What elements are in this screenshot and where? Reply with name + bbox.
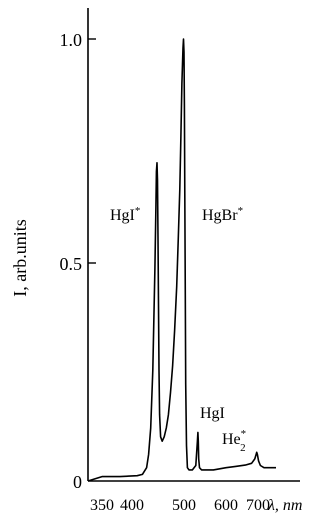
annotation-hgi: HgI (200, 405, 225, 422)
annotation-he2-star: He* 2 (222, 428, 246, 454)
y-axis-label: I, arb.units (10, 219, 30, 296)
hgi-star-sup: * (135, 205, 141, 217)
annotation-hgi-star: HgI* (110, 205, 140, 224)
x-tick-label-350: 350 (90, 497, 114, 514)
x-axis-label: λ, nm (267, 497, 302, 514)
y-tick-label-0: 0 (73, 472, 82, 492)
hgbr-star-base: HgBr (202, 207, 238, 224)
y-tick-label-1.0: 1.0 (60, 30, 83, 50)
he-base: He (222, 431, 241, 448)
annotation-hgbr-star: HgBr* (202, 205, 243, 224)
x-tick-label-700: 700 (246, 497, 270, 514)
hgbr-star-sup: * (238, 205, 244, 217)
x-tick-label-600: 600 (214, 497, 238, 514)
x-tick-label-500: 500 (172, 497, 196, 514)
he-sup: * (241, 428, 247, 440)
x-tick-label-400: 400 (120, 497, 144, 514)
spectrum-line (87, 38, 276, 482)
hgi-star-base: HgI (110, 207, 135, 224)
he-sub: 2 (240, 442, 246, 454)
y-tick-label-0.5: 0.5 (60, 254, 83, 274)
